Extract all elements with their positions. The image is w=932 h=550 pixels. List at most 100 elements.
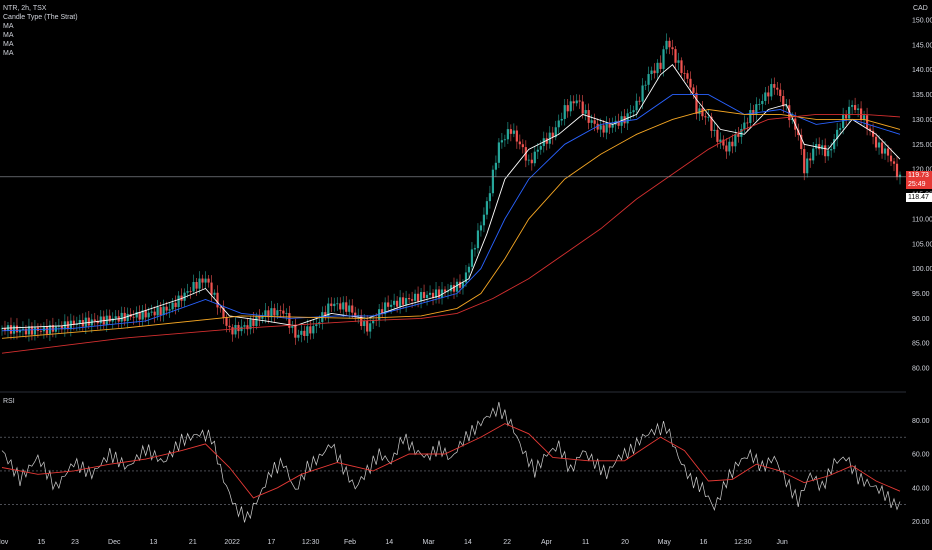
candle-body bbox=[210, 282, 213, 295]
candle-body bbox=[219, 307, 222, 309]
candle-body bbox=[72, 320, 75, 325]
candle-body bbox=[815, 144, 818, 149]
candle-body bbox=[788, 105, 791, 121]
candle-body bbox=[30, 326, 34, 335]
rsi-label[interactable]: RSI bbox=[3, 398, 15, 405]
candle-body bbox=[883, 148, 887, 154]
time-tick-label: 22 bbox=[503, 539, 511, 546]
candle-body bbox=[0, 328, 4, 330]
indicator-ma-2[interactable]: MA bbox=[3, 32, 14, 39]
candle-body bbox=[806, 158, 809, 174]
candle-body bbox=[264, 310, 267, 317]
symbol-line[interactable]: NTR, 2h, TSX bbox=[3, 5, 47, 12]
candle-body bbox=[366, 320, 369, 332]
candle-body bbox=[677, 60, 680, 63]
candle-body bbox=[485, 201, 489, 215]
indicator-ma-4[interactable]: MA bbox=[3, 50, 14, 57]
candle-body bbox=[399, 297, 402, 307]
price-tick-label: 80.00 bbox=[912, 366, 930, 373]
price-tick-label: 120.00 bbox=[912, 167, 932, 174]
indicator-ma-1[interactable]: MA bbox=[3, 23, 14, 30]
countdown-tag: 25:49 bbox=[906, 180, 932, 189]
time-axis[interactable]: Nov 15 23 Dec 13 21 2022 17 12:30 Feb 14 Mar 14 22 Apr… bbox=[0, 539, 788, 546]
indicator-ma-3[interactable]: MA bbox=[3, 41, 14, 48]
candle-body bbox=[779, 89, 782, 96]
candle-body bbox=[758, 104, 761, 105]
candle-body bbox=[165, 306, 168, 311]
candle-body bbox=[506, 129, 509, 140]
candle-body bbox=[701, 108, 704, 117]
candle-body bbox=[354, 312, 357, 317]
price-axis[interactable]: 80.0085.0090.0095.00100.00105.00110.0011… bbox=[912, 17, 932, 372]
candle-body bbox=[228, 325, 231, 328]
candle-body bbox=[650, 70, 653, 75]
price-tick-label: 85.00 bbox=[912, 341, 930, 348]
candle-body bbox=[18, 329, 22, 333]
candle-body bbox=[536, 149, 539, 152]
time-tick-label: 11 bbox=[582, 539, 589, 546]
candle-body bbox=[339, 303, 342, 310]
candle-body bbox=[234, 324, 237, 335]
rsi-tick-label: 20.00 bbox=[912, 519, 930, 526]
candle-body bbox=[410, 299, 414, 301]
candle-body bbox=[225, 317, 228, 326]
candle-body bbox=[683, 72, 686, 74]
candle-body bbox=[195, 282, 198, 289]
candle-body bbox=[108, 315, 111, 322]
candle-body bbox=[243, 325, 246, 327]
candle-body bbox=[93, 319, 96, 321]
candle-body bbox=[482, 214, 486, 226]
price-tick-label: 90.00 bbox=[912, 316, 930, 323]
candle-body bbox=[695, 92, 698, 114]
candle-body bbox=[608, 123, 611, 128]
candle-body bbox=[452, 285, 456, 292]
candle-body bbox=[809, 158, 812, 161]
candle-body bbox=[159, 307, 162, 316]
rsi-pane[interactable] bbox=[0, 401, 906, 523]
currency-label[interactable]: CAD bbox=[913, 5, 928, 12]
price-tick-label: 130.00 bbox=[912, 117, 932, 124]
candle-body bbox=[45, 326, 48, 334]
candle-body bbox=[201, 278, 204, 283]
candle-body bbox=[267, 310, 270, 318]
candle-body bbox=[407, 298, 411, 300]
candle-body bbox=[413, 293, 417, 301]
time-tick-label: 16 bbox=[700, 539, 708, 546]
candle-body bbox=[99, 316, 102, 324]
time-tick-label: 12:30 bbox=[734, 539, 752, 546]
candle-body bbox=[3, 328, 7, 331]
candle-body bbox=[42, 326, 46, 332]
candle-body bbox=[306, 326, 309, 337]
moving-averages bbox=[1, 64, 901, 354]
candle-body bbox=[162, 306, 165, 316]
candle-body bbox=[402, 297, 405, 305]
time-tick-label: Jun bbox=[776, 539, 787, 546]
candle-body bbox=[309, 326, 312, 334]
rsi-reference-lines bbox=[0, 436, 906, 505]
price-tick-label: 140.00 bbox=[912, 67, 932, 74]
time-tick-label: 2022 bbox=[224, 539, 240, 546]
candle-body bbox=[674, 49, 677, 63]
price-tick-label: 105.00 bbox=[912, 241, 932, 248]
rsi-axis[interactable]: 20.00 40.00 60.00 80.00 bbox=[912, 418, 930, 526]
candle-body bbox=[461, 282, 465, 288]
candle-body bbox=[120, 312, 123, 322]
candle-body bbox=[880, 142, 884, 154]
candle-body bbox=[680, 60, 683, 73]
time-tick-label: 13 bbox=[150, 539, 158, 546]
candle-body bbox=[153, 311, 156, 316]
candle-body bbox=[141, 310, 144, 320]
candle-body bbox=[330, 303, 333, 307]
candle-body bbox=[698, 108, 701, 114]
candle-body bbox=[114, 316, 117, 319]
ma-line-4 bbox=[1, 113, 901, 354]
candle-body bbox=[824, 145, 827, 157]
candle-body bbox=[500, 140, 503, 143]
candle-body bbox=[653, 70, 656, 74]
indicator-candle-type[interactable]: Candle Type (The Strat) bbox=[3, 14, 78, 21]
ma-line-2 bbox=[1, 94, 901, 332]
price-pane[interactable] bbox=[0, 33, 906, 393]
candle-body bbox=[300, 330, 303, 335]
candle-body bbox=[416, 293, 420, 302]
